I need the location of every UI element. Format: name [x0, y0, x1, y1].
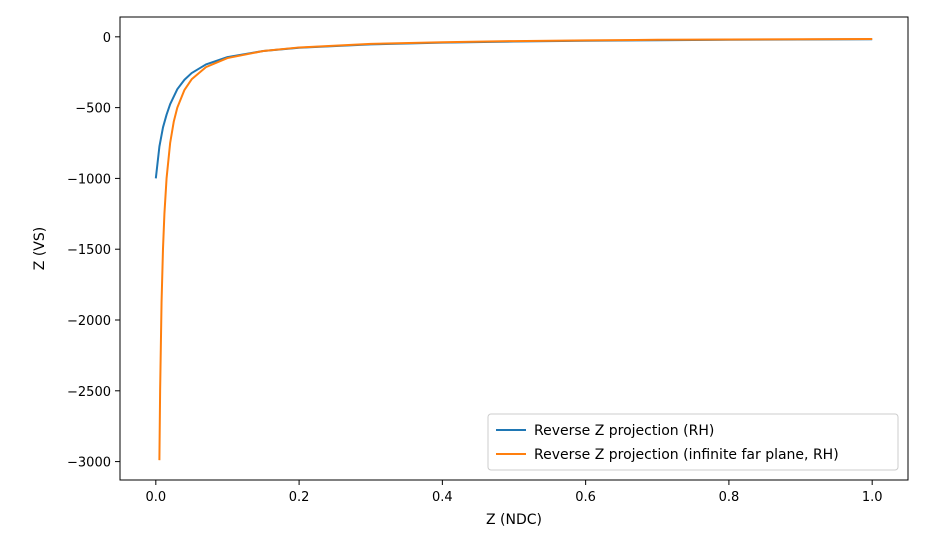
axes-layer: 0.0 0.2 0.4 0.6 0.8 1.0 0 −500 −1000 −1500 −2000 −2…: [67, 16, 909, 505]
legend-label-1: Reverse Z projection (RH): [534, 423, 714, 439]
y-tick-label: −1500: [67, 243, 111, 258]
y-tick-label: −2500: [67, 385, 111, 400]
y-axis-label: Z (VS): [32, 227, 48, 270]
legend-box: [487, 413, 899, 471]
y-tick-label: 0: [103, 31, 111, 46]
series-layer: [154, 37, 873, 461]
y-tick-label: −2000: [67, 314, 111, 329]
y-tick-label: −1000: [67, 172, 111, 187]
x-tick-label: 0.4: [432, 490, 453, 505]
legend-label-2: Reverse Z projection (infinite far plane…: [534, 447, 839, 463]
series-line-2: [158, 37, 873, 461]
x-tick-label: 0.6: [575, 490, 596, 505]
x-axis-label: Z (NDC): [486, 512, 542, 528]
x-tick-label: 0.8: [719, 490, 740, 505]
legend: Reverse Z projection (RH) Reverse Z proje…: [487, 413, 899, 471]
plot-frame: [119, 16, 909, 481]
x-tick-label: 1.0: [862, 490, 883, 505]
y-tick-label: −3000: [67, 456, 111, 471]
x-tick-label: 0.2: [289, 490, 310, 505]
x-tick-label: 0.0: [145, 490, 166, 505]
y-tick-label: −500: [75, 102, 111, 117]
